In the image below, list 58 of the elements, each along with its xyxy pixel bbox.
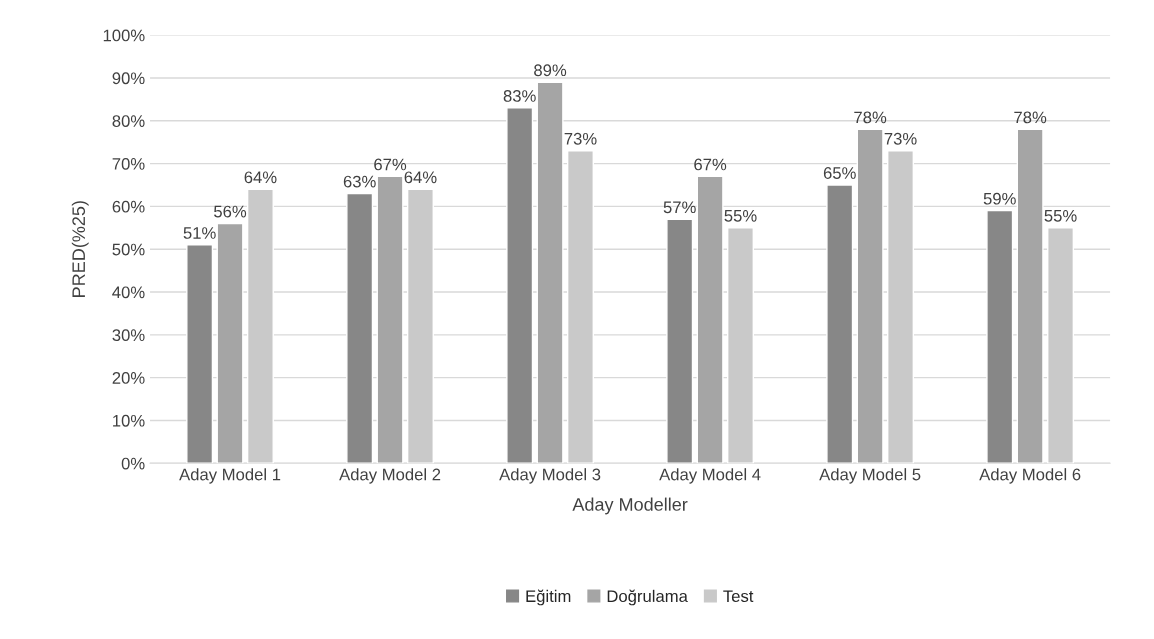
bar	[826, 184, 854, 464]
data-label: 64%	[404, 171, 437, 184]
x-tick-label: Aday Model 3	[499, 468, 601, 484]
data-label: 78%	[854, 111, 887, 124]
y-tick-label: 30%	[112, 329, 145, 342]
data-label: 55%	[724, 210, 757, 222]
bar	[856, 128, 884, 464]
y-tick-label: 70%	[112, 157, 145, 170]
bar	[246, 188, 274, 464]
data-label: 55%	[1044, 210, 1077, 222]
y-tick-label: 100%	[103, 29, 145, 42]
data-label: 56%	[214, 205, 247, 218]
bar	[216, 222, 244, 464]
y-tick-label: 20%	[112, 372, 145, 384]
legend-label: Eğitim	[526, 589, 571, 606]
data-label: 67%	[374, 158, 407, 171]
data-label: 65%	[823, 167, 856, 179]
x-tick-label: Aday Model 1	[179, 468, 281, 484]
y-tick-label: 50%	[112, 243, 145, 256]
data-label: 73%	[884, 132, 917, 145]
bar	[666, 218, 694, 464]
bar	[346, 192, 374, 464]
y-tick-label: 60%	[112, 200, 145, 213]
bar	[1016, 128, 1044, 464]
y-tick-label: 10%	[113, 414, 145, 427]
x-tick-label: Aday Model 6	[979, 468, 1081, 484]
bar	[186, 244, 214, 464]
data-label: 59%	[983, 192, 1016, 205]
bar	[727, 227, 754, 464]
bar	[1047, 227, 1075, 464]
data-label: 89%	[534, 64, 567, 77]
bar	[506, 107, 534, 464]
bar	[536, 81, 564, 464]
y-tick-label: 90%	[112, 72, 145, 85]
y-tick-label: 40%	[112, 286, 145, 299]
bar	[376, 175, 404, 464]
x-tick-label: Aday Model 5	[819, 468, 921, 484]
x-tick-label: Aday Model 2	[339, 468, 441, 484]
bar	[887, 150, 915, 464]
bar	[986, 209, 1014, 464]
legend-label: Doğrulama	[607, 589, 688, 606]
data-label: 67%	[694, 158, 727, 171]
data-label: 73%	[564, 132, 597, 145]
data-label: 78%	[1014, 111, 1047, 124]
y-tick-label: 0%	[121, 457, 145, 470]
bar	[406, 188, 434, 464]
data-label: 83%	[503, 90, 536, 102]
x-axis-title: Aday Modeller	[572, 497, 688, 515]
data-label: 57%	[663, 201, 696, 214]
data-label: 64%	[244, 171, 277, 184]
y-tick-label: 80%	[112, 115, 145, 127]
bar	[696, 175, 724, 464]
bar	[566, 150, 594, 464]
legend-label: Test	[723, 590, 754, 603]
data-label: 63%	[343, 175, 376, 188]
data-label: 51%	[183, 227, 216, 239]
y-axis-title: PRED(%25)	[71, 201, 89, 297]
x-tick-label: Aday Model 4	[659, 468, 761, 484]
